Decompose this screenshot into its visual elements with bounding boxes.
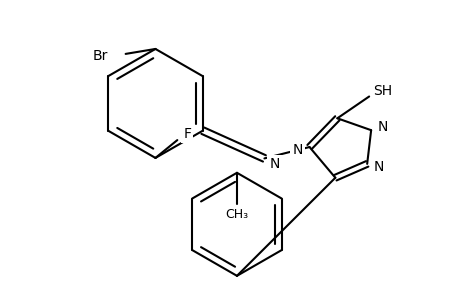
- Text: N: N: [269, 158, 279, 171]
- Text: N: N: [373, 160, 383, 174]
- Text: Br: Br: [92, 49, 107, 63]
- Text: CH₃: CH₃: [225, 208, 248, 221]
- Text: N: N: [292, 143, 302, 157]
- Text: SH: SH: [373, 84, 392, 98]
- Text: N: N: [377, 120, 387, 134]
- Text: F: F: [183, 127, 191, 141]
